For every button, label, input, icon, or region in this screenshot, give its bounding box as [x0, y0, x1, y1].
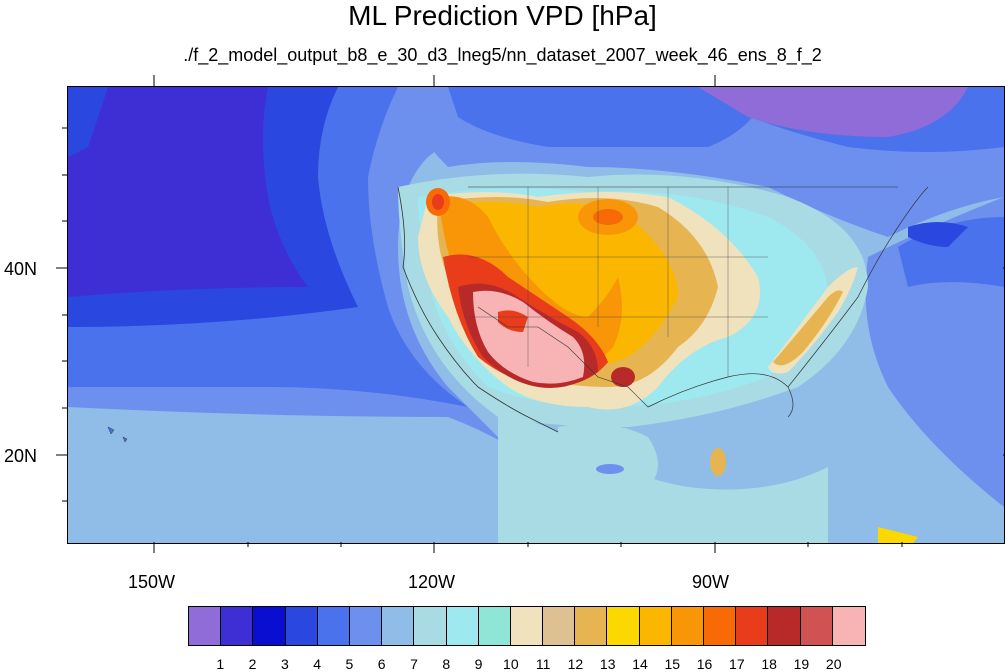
legend-swatch	[704, 607, 737, 645]
legend-label: 16	[696, 656, 713, 672]
legend-swatch	[478, 607, 511, 645]
legend-swatch	[736, 607, 769, 645]
legend-swatch	[575, 607, 608, 645]
legend-label: 11	[535, 656, 551, 672]
legend-label: 9	[474, 656, 483, 672]
legend-swatch	[671, 607, 704, 645]
chart-title: ML Prediction VPD [hPa]	[348, 0, 657, 31]
vpd-map	[67, 86, 1005, 544]
legend-swatch	[414, 607, 447, 645]
lat-label-20n: 20N	[4, 446, 38, 466]
legend-label: 18	[761, 656, 777, 672]
legend-label: 15	[664, 656, 681, 672]
lon-label-90w: 90W	[692, 572, 730, 592]
legend-swatch	[510, 607, 544, 645]
legend-label: 10	[503, 656, 519, 672]
legend-swatch	[189, 607, 222, 645]
legend-swatch	[800, 607, 833, 645]
legend-swatch	[285, 607, 318, 645]
legend-label: 19	[793, 656, 810, 672]
legend-label: 13	[599, 656, 616, 672]
legend-label: 14	[632, 656, 648, 672]
legend-swatch	[349, 607, 383, 645]
legend-swatch	[768, 607, 801, 645]
lat-label-40n: 40N	[4, 259, 38, 279]
legend-label: 17	[729, 656, 745, 672]
legend-label: 1	[216, 656, 225, 672]
legend-label: 7	[410, 656, 418, 672]
color-legend-bar	[188, 606, 866, 646]
legend-swatch	[382, 607, 415, 645]
legend-label: 5	[345, 656, 354, 672]
legend-swatch	[639, 607, 672, 645]
legend-swatch	[317, 607, 350, 645]
legend-swatch	[832, 607, 865, 645]
legend-swatch	[221, 607, 254, 645]
legend-label: 3	[280, 656, 289, 672]
lon-label-120w: 120W	[408, 572, 456, 592]
legend-swatch	[446, 607, 479, 645]
legend-swatch	[253, 607, 286, 645]
vpd-contour-field	[68, 87, 1004, 543]
legend-label: 6	[377, 656, 386, 672]
legend-label: 4	[313, 656, 322, 672]
legend-label: 12	[567, 656, 584, 672]
legend-swatch	[607, 607, 640, 645]
legend-label: 20	[825, 656, 842, 672]
chart-subtitle: ./f_2_model_output_b8_e_30_d3_lneg5/nn_d…	[183, 45, 822, 65]
legend-swatch	[543, 607, 576, 645]
legend-label: 2	[248, 656, 257, 672]
legend-label: 8	[442, 656, 451, 672]
lon-label-150w: 150W	[128, 572, 176, 592]
